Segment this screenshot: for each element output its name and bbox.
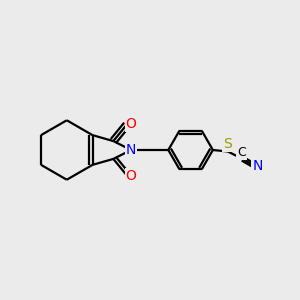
- Text: N: N: [126, 143, 136, 157]
- Text: N: N: [252, 159, 263, 173]
- Text: O: O: [126, 169, 136, 183]
- Text: S: S: [223, 137, 232, 151]
- Text: O: O: [126, 117, 136, 131]
- Text: C: C: [237, 146, 245, 160]
